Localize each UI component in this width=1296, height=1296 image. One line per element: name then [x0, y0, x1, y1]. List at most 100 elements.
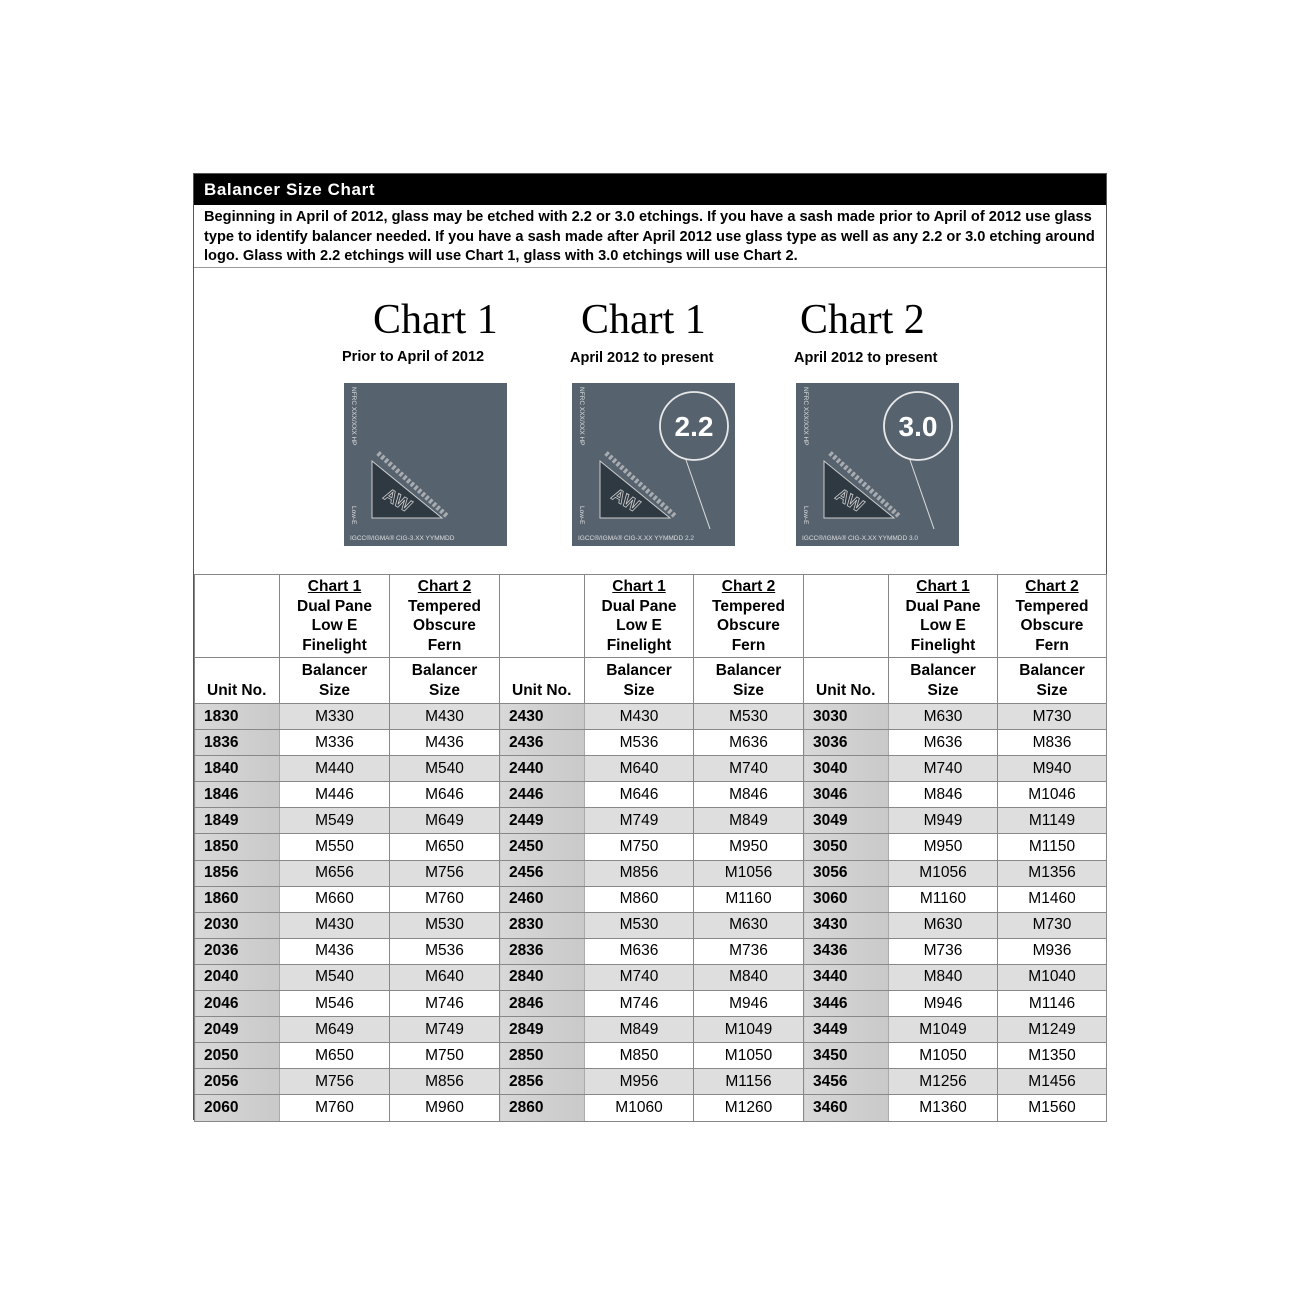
header-line: Balancer	[910, 662, 976, 679]
table-row: 2036 M436 M536 2836 M636 M736 3436 M736 M936	[194, 937, 1107, 965]
balancer-size: M430	[279, 911, 390, 939]
glass-type-line: Obscure	[717, 617, 780, 634]
chart1-column-header: Chart 1 Dual Pane Low E Finelight	[888, 574, 998, 658]
sample-3-chart: Chart 2	[800, 297, 925, 343]
table-row: 2049 M649 M749 2849 M849 M1049 3449 M1049 M1249	[194, 1016, 1107, 1044]
balancer-size: M660	[279, 885, 390, 913]
unit-number: 3456	[803, 1068, 889, 1096]
balancer-size: M649	[389, 807, 500, 835]
sample-1-chart: Chart 1	[373, 297, 498, 343]
chart1-label: Chart 1	[612, 578, 666, 595]
unit-number: 1840	[194, 755, 280, 783]
chart1-column-header: Chart 1 Dual Pane Low E Finelight	[584, 574, 694, 658]
balancer-size: M646	[389, 781, 500, 809]
igcc-text: IGCC®/IGMA® CIG-X.XX YYMMDD 2.2	[578, 534, 694, 542]
balancer-size: M630	[888, 911, 998, 939]
balancer-size: M636	[584, 937, 694, 965]
sample-1-period: Prior to April of 2012	[342, 349, 485, 365]
header-line: Size	[318, 681, 350, 699]
balancer-size: M1056	[888, 859, 998, 887]
balancer-size: M836	[997, 729, 1107, 757]
unit-number: 2030	[194, 911, 280, 939]
balancer-size: M549	[279, 807, 390, 835]
unit-number: 2040	[194, 963, 280, 992]
balancer-size: M546	[279, 990, 390, 1018]
unit-number: 1850	[194, 833, 280, 861]
igcc-text: IGCC®/IGMA® CIG-X.XX YYMMDD 3.0	[802, 534, 918, 542]
table-row: 2056 M756 M856 2856 M956 M1156 3456 M1256 M1456	[194, 1068, 1107, 1096]
chart-title: Balancer Size Chart	[194, 174, 1106, 205]
balancer-size: M946	[693, 990, 804, 1018]
balancer-size: M436	[389, 729, 500, 757]
balancer-size: M1356	[997, 859, 1107, 887]
balancer-size: M760	[389, 885, 500, 913]
balancer-size: M1460	[997, 885, 1107, 913]
sample-2-chart: Chart 1	[581, 297, 706, 343]
balancer-size: M846	[888, 781, 998, 809]
chart2-column-header: Chart 2 Tempered Obscure Fern	[693, 574, 804, 658]
unit-number: 3050	[803, 833, 889, 861]
balancer-size: M330	[279, 702, 390, 731]
balancer-size: M1156	[693, 1068, 804, 1096]
glass-type-line: Dual Pane	[297, 597, 372, 615]
balancer-size: M856	[389, 1068, 500, 1096]
glass-type-line: Low E	[920, 617, 966, 634]
balancer-size: M750	[584, 833, 694, 861]
balancer-table: Chart 1 Dual Pane Low E Finelight Chart 2 Tem…	[194, 574, 1107, 1122]
nfrc-text: NFRC XXX/XXX HP	[578, 387, 585, 446]
balancer-size: M760	[279, 1094, 390, 1122]
balancer-size: M750	[389, 1042, 500, 1070]
unit-number: 2046	[194, 990, 280, 1018]
balancer-size: M846	[693, 781, 804, 809]
header-line: Balancer	[411, 662, 478, 679]
balancer-size: M530	[389, 911, 500, 939]
balancer-size: M749	[389, 1016, 500, 1044]
table-row: 2060 M760 M960 2860 M1060 M1260 3460 M1360 M1560	[194, 1094, 1107, 1122]
table-row: 2050 M650 M750 2850 M850 M1050 3450 M1050 M1350	[194, 1042, 1107, 1070]
balancer-size: M530	[693, 702, 804, 731]
balancer-size: M950	[693, 833, 804, 861]
intro-text: Beginning in April of 2012, glass may be…	[194, 205, 1106, 268]
balancer-size: M1260	[693, 1094, 804, 1122]
balancer-size: M746	[389, 990, 500, 1018]
chart1-label: Chart 1	[307, 578, 362, 595]
glass-type-line: Fern	[731, 636, 766, 654]
unit-number: 3460	[803, 1094, 889, 1122]
unit-number: 3046	[803, 781, 889, 809]
unit-number: 2056	[194, 1068, 280, 1096]
chart1-label: Chart 1	[916, 578, 970, 595]
balancer-size: M1360	[888, 1094, 998, 1122]
unit-number: 2849	[499, 1016, 585, 1044]
unit-number: 2036	[194, 937, 280, 965]
unit-number: 2060	[194, 1094, 280, 1122]
header-line: Balancer	[606, 662, 672, 679]
balancer-size-chart: Balancer Size Chart Beginning in April o…	[193, 173, 1107, 1122]
header-line: Balancer	[1019, 662, 1085, 679]
balancer-size: M1040	[997, 963, 1107, 992]
glass-type-line: Dual Pane	[905, 597, 981, 615]
unit-number: 3060	[803, 885, 889, 913]
chart2-label: Chart 2	[721, 578, 776, 595]
unit-header-blank	[499, 574, 585, 658]
balancer-size: M646	[584, 781, 694, 809]
unit-header-blank	[194, 574, 280, 658]
balancer-size: M430	[389, 702, 500, 731]
glass-type-line: Obscure	[413, 617, 476, 634]
balancer-size: M756	[389, 859, 500, 887]
unit-number: 3446	[803, 990, 889, 1018]
unit-number: 2440	[499, 755, 585, 783]
table-row: 2030 M430 M530 2830 M530 M630 3430 M630 M730	[194, 911, 1107, 939]
unit-number: 1860	[194, 885, 280, 913]
balancer-size: M1560	[997, 1094, 1107, 1122]
balancer-size: M1146	[997, 990, 1107, 1018]
balancer-size: M949	[888, 807, 998, 835]
balancer-size: M946	[888, 990, 998, 1018]
balancer-size: M440	[279, 755, 390, 783]
balancer-size: M430	[584, 702, 694, 731]
nfrc-text: NFRC XXX/XXX HP	[350, 387, 357, 446]
low-e-text: Low-E	[578, 506, 585, 525]
table-row: 1846 M446 M646 2446 M646 M846 3046 M846 M1046	[194, 781, 1107, 809]
chart2-column-header: Chart 2 Tempered Obscure Fern	[997, 574, 1107, 658]
unit-number: 2446	[499, 781, 585, 809]
unit-no-header: Unit No.	[803, 657, 889, 704]
